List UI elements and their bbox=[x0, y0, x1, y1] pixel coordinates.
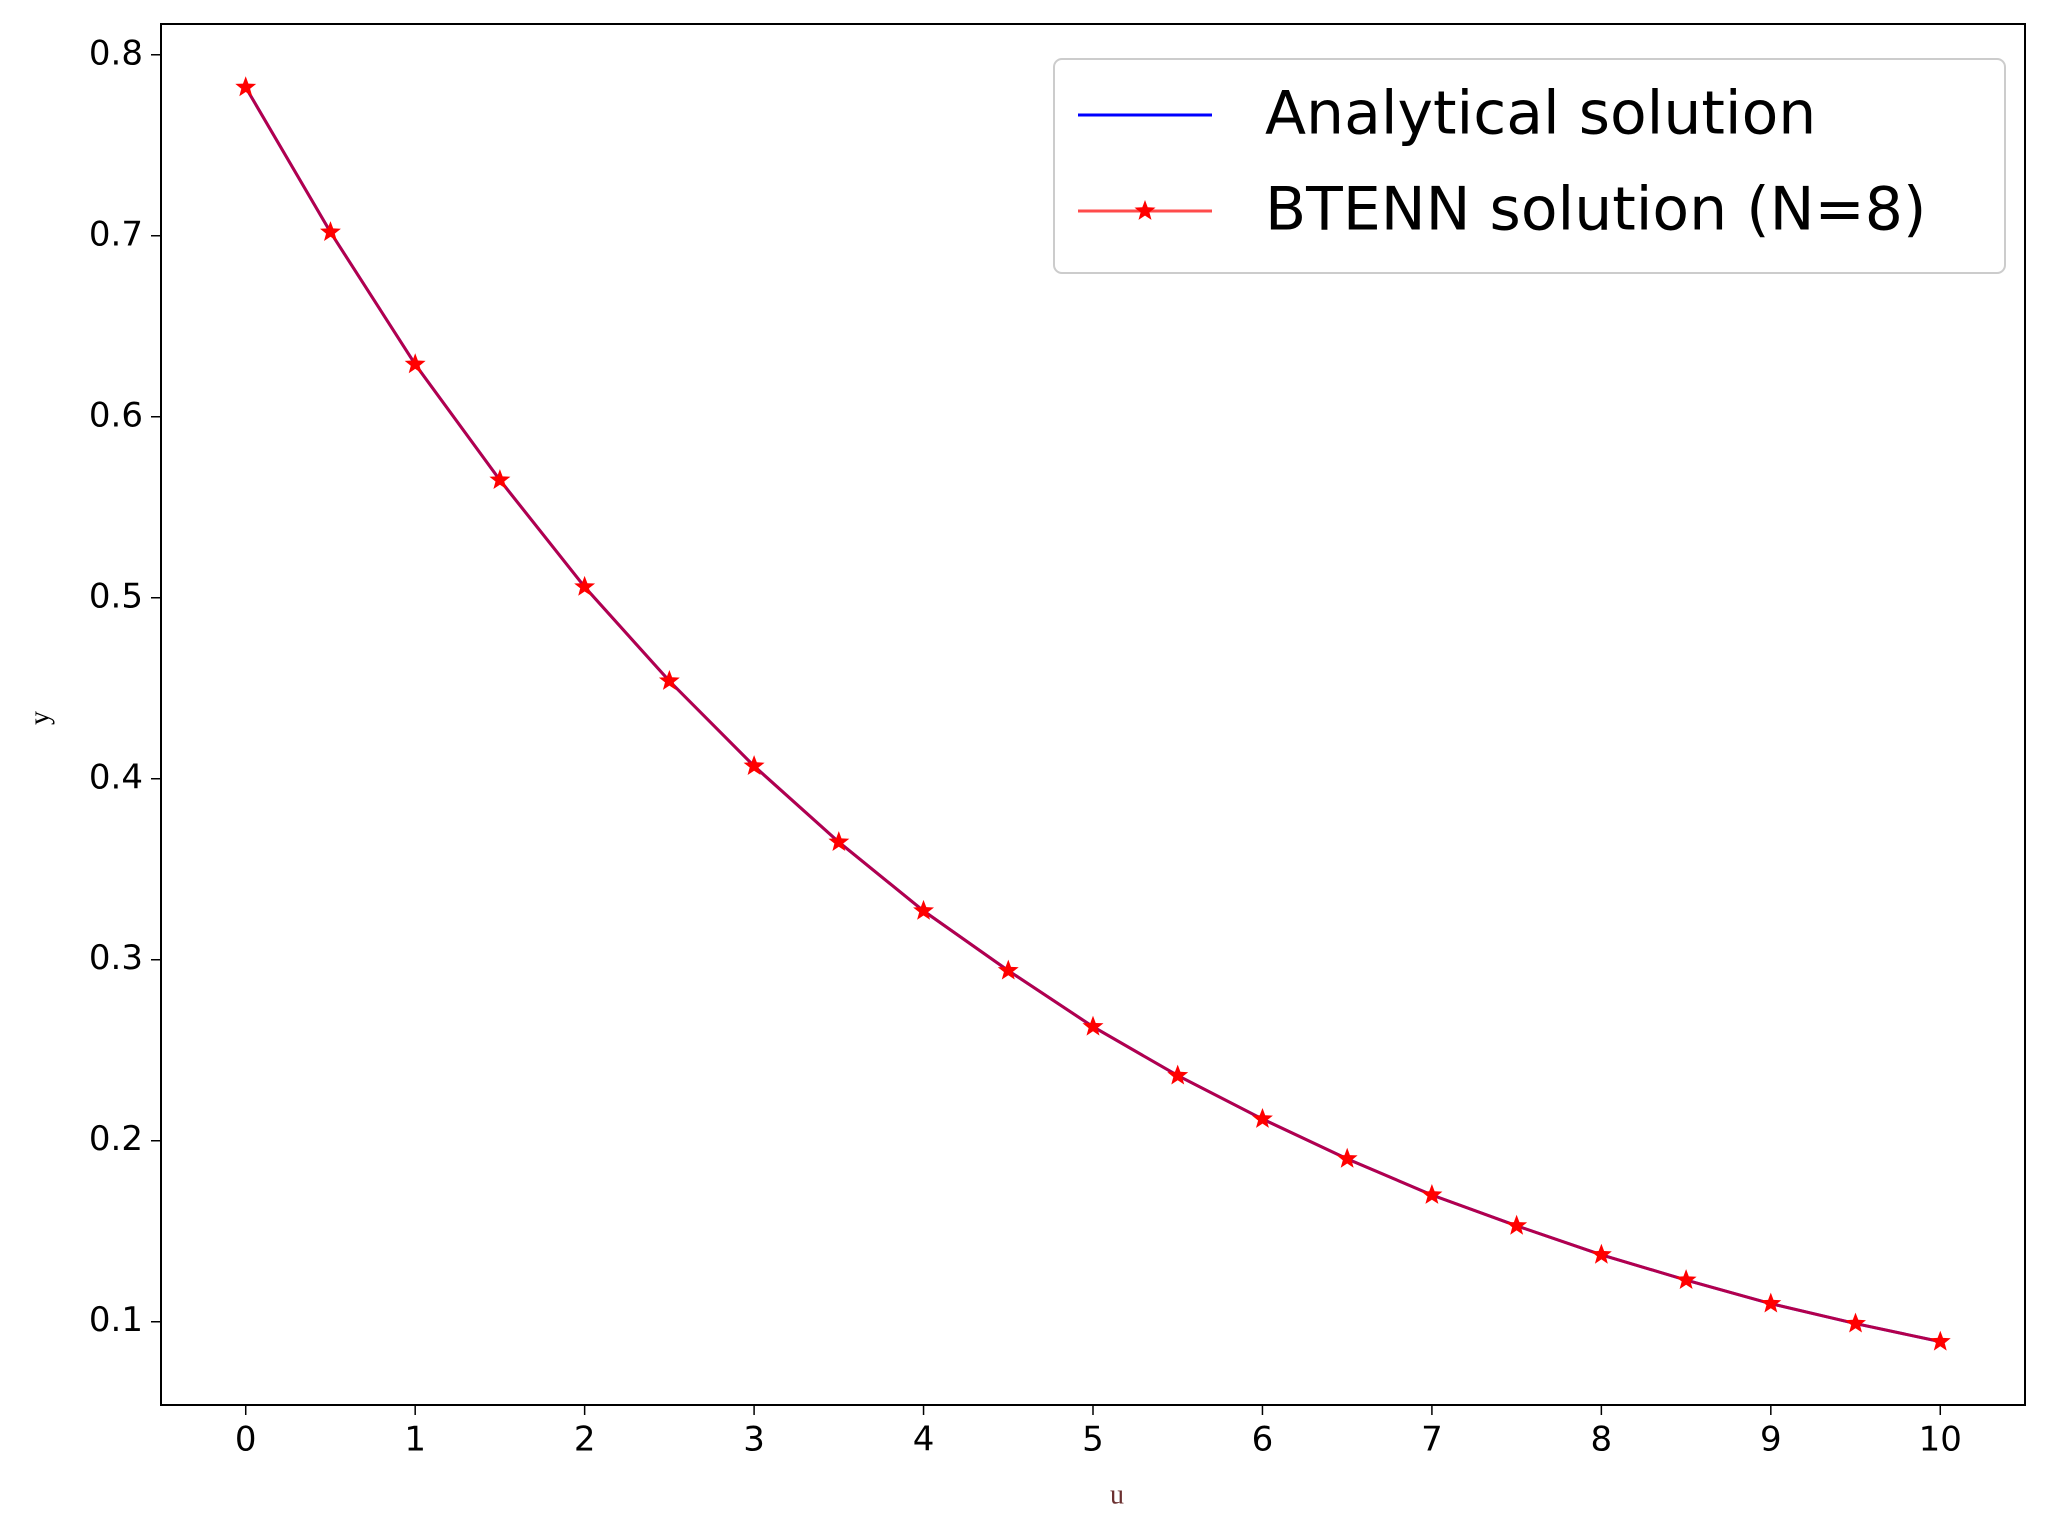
data-point bbox=[235, 76, 257, 97]
legend: Analytical solution BTENN solution (N=8) bbox=[1053, 58, 2006, 274]
data-point bbox=[1336, 1147, 1358, 1168]
y-tick-label: 0.1 bbox=[89, 1300, 143, 1340]
data-point bbox=[574, 575, 596, 596]
y-tick-label: 0.3 bbox=[89, 938, 143, 978]
data-point bbox=[1252, 1108, 1273, 1128]
x-tick-label: 3 bbox=[743, 1420, 765, 1460]
legend-box bbox=[1053, 58, 2006, 274]
plot-frame bbox=[160, 23, 2026, 1406]
data-point bbox=[1421, 1184, 1443, 1204]
data-point bbox=[1590, 1243, 1612, 1264]
y-axis-label: y bbox=[24, 711, 55, 725]
legend-marker bbox=[1134, 200, 1156, 220]
y-tick-label: 0.6 bbox=[89, 395, 143, 435]
x-tick-label: 1 bbox=[404, 1420, 426, 1460]
data-point bbox=[1929, 1330, 1951, 1351]
data-point bbox=[1167, 1064, 1189, 1085]
data-point bbox=[658, 670, 680, 690]
data-point bbox=[320, 221, 341, 241]
data-point bbox=[404, 353, 426, 374]
x-tick-label: 10 bbox=[1919, 1420, 1962, 1460]
x-tick-label: 0 bbox=[235, 1420, 257, 1460]
data-point bbox=[997, 959, 1019, 980]
x-tick-label: 8 bbox=[1591, 1420, 1613, 1460]
data-point bbox=[1082, 1015, 1104, 1036]
data-point bbox=[913, 899, 934, 920]
data-point bbox=[1506, 1214, 1528, 1235]
data-point bbox=[489, 469, 511, 489]
y-tick-label: 0.8 bbox=[89, 33, 143, 73]
x-tick-label: 9 bbox=[1760, 1420, 1782, 1460]
y-tick-label: 0.7 bbox=[89, 214, 143, 254]
data-point bbox=[1845, 1312, 1866, 1333]
x-tick-label: 7 bbox=[1421, 1420, 1443, 1460]
x-tick-label: 6 bbox=[1252, 1420, 1274, 1460]
x-tick-label: 5 bbox=[1082, 1420, 1104, 1460]
data-point bbox=[1675, 1269, 1697, 1289]
legend-label: Analytical solution bbox=[1265, 79, 1816, 149]
x-tick-label: 2 bbox=[574, 1420, 596, 1460]
y-tick-label: 0.4 bbox=[89, 757, 143, 797]
x-axis-label: u bbox=[1110, 1479, 1124, 1510]
y-tick-label: 0.5 bbox=[89, 576, 143, 616]
y-tick-label: 0.2 bbox=[89, 1119, 143, 1159]
data-point bbox=[1760, 1292, 1782, 1313]
x-tick-label: 4 bbox=[913, 1420, 935, 1460]
data-point bbox=[743, 755, 765, 775]
data-point bbox=[828, 831, 850, 851]
legend-label: BTENN solution (N=8) bbox=[1265, 175, 1926, 245]
